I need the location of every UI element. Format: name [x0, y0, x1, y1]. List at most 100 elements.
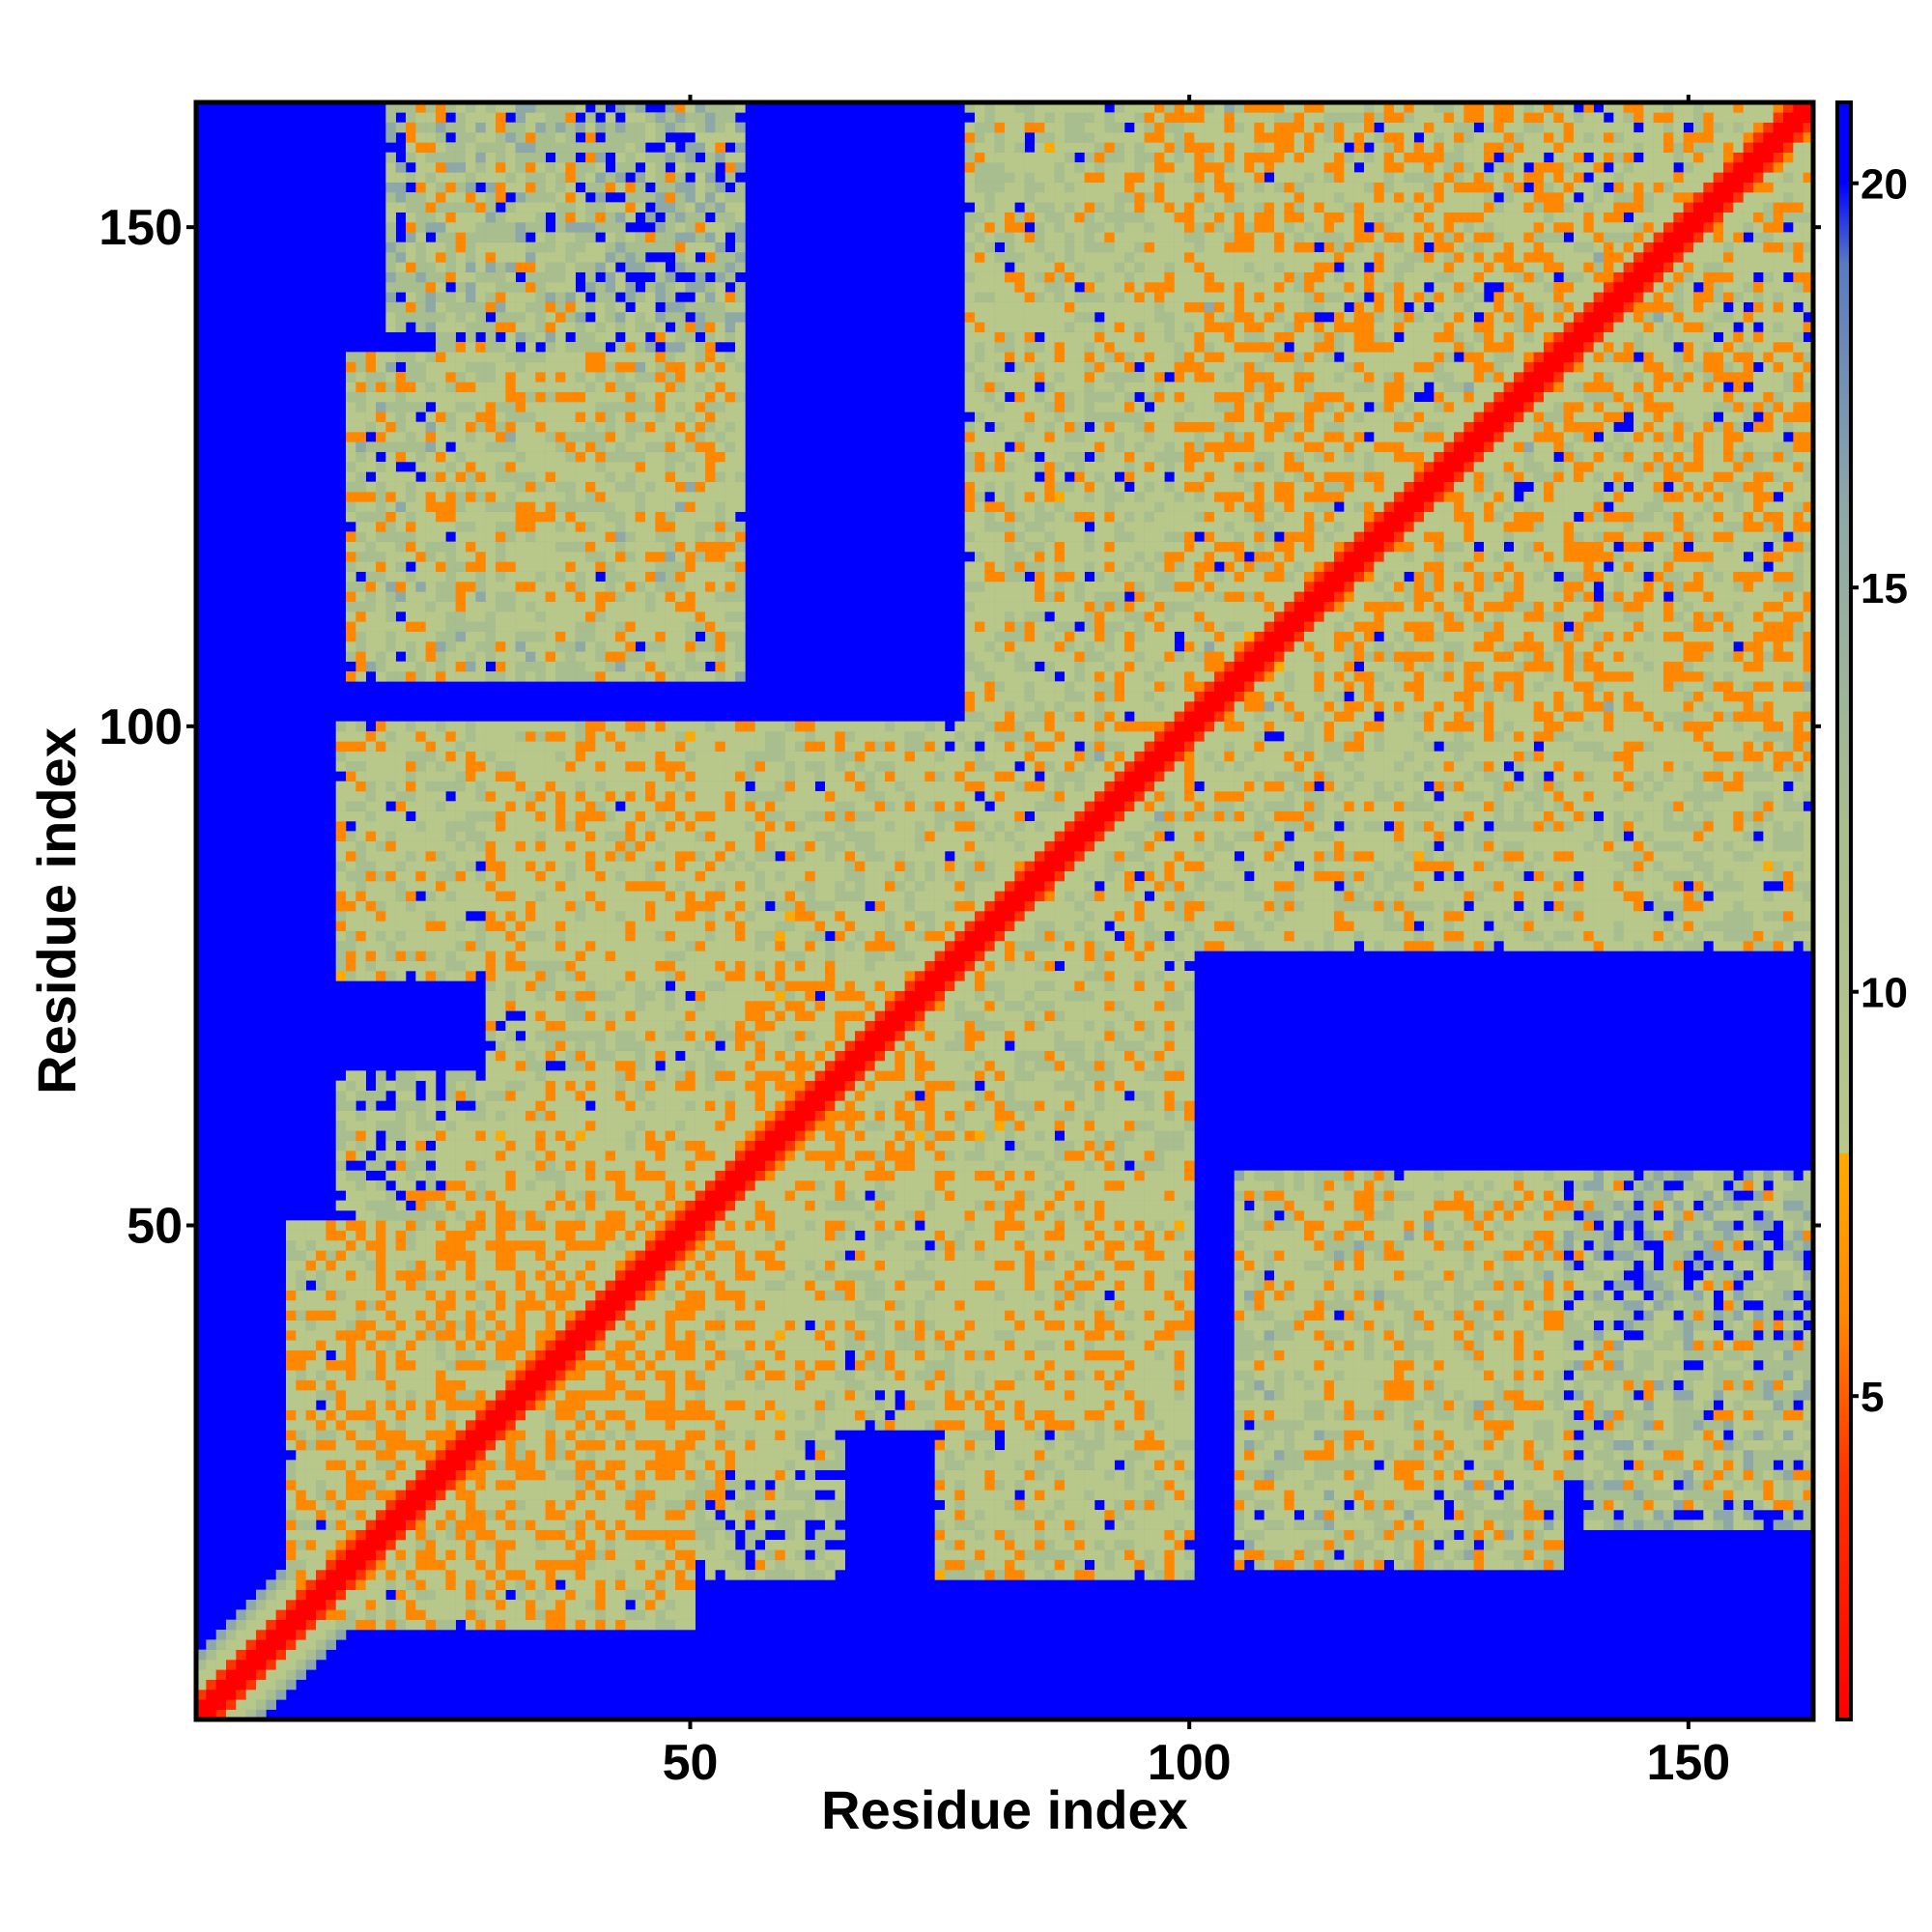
heatmap-cell: [406, 1280, 416, 1291]
heatmap-cell: [545, 960, 556, 972]
heatmap-cell: [296, 1250, 306, 1261]
heatmap-cell: [575, 571, 586, 582]
heatmap-cell: [635, 1320, 646, 1331]
heatmap-cell: [415, 1549, 426, 1560]
heatmap-cell: [645, 361, 656, 373]
heatmap-cell: [346, 761, 356, 772]
heatmap-cell: [376, 1320, 386, 1331]
heatmap-cell: [455, 941, 467, 952]
heatmap-cell: [505, 292, 516, 302]
heatmap-cell: [675, 1210, 686, 1221]
heatmap-cell: [625, 1020, 636, 1032]
heatmap-cell: [335, 1570, 347, 1580]
heatmap-cell: [326, 1230, 336, 1241]
heatmap-cell: [365, 1360, 377, 1371]
heatmap-cell: [316, 1549, 327, 1560]
heatmap-cell: [415, 1409, 426, 1421]
heatmap-cell: [365, 1210, 377, 1221]
heatmap-cell: [615, 1559, 626, 1571]
heatmap-cell: [575, 1619, 586, 1631]
heatmap-cell: [625, 1439, 636, 1451]
heatmap-cell: [605, 941, 616, 952]
heatmap-cell: [595, 192, 606, 203]
heatmap-cell: [675, 1490, 686, 1500]
heatmap-cell: [665, 641, 676, 652]
heatmap-cell: [605, 1280, 616, 1291]
heatmap-cell: [555, 312, 566, 323]
heatmap-cell: [355, 951, 366, 961]
heatmap-cell: [425, 212, 437, 223]
heatmap-cell: [615, 391, 626, 403]
heatmap-cell: [505, 282, 516, 293]
heatmap-cell: [455, 1609, 467, 1620]
heatmap-cell: [496, 611, 506, 622]
heatmap-cell: [385, 861, 396, 871]
heatmap-cell: [545, 1360, 556, 1371]
heatmap-cell: [355, 552, 366, 562]
heatmap-cell: [526, 142, 536, 153]
heatmap-cell: [515, 451, 526, 463]
heatmap-cell: [535, 611, 546, 622]
heatmap-cell: [365, 1619, 377, 1631]
heatmap-cell: [475, 1190, 486, 1201]
heatmap-cell: [445, 462, 456, 472]
heatmap-cell: [535, 870, 546, 882]
heatmap-cell: [545, 1210, 556, 1221]
heatmap-cell: [585, 1409, 596, 1421]
heatmap-cell: [595, 651, 606, 662]
heatmap-cell: [466, 292, 476, 302]
heatmap-cell: [485, 821, 497, 832]
heatmap-cell: [625, 282, 636, 293]
heatmap-cell: [436, 1151, 446, 1161]
heatmap-cell: [466, 1499, 476, 1511]
heatmap-cell: [406, 252, 416, 263]
heatmap-cell: [625, 1270, 636, 1281]
heatmap-cell: [496, 881, 506, 892]
heatmap-cell: [675, 930, 686, 942]
heatmap-cell: [625, 242, 636, 253]
heatmap-cell: [385, 821, 396, 832]
heatmap-cell: [605, 1340, 616, 1350]
heatmap-cell: [296, 1400, 306, 1410]
heatmap-cell: [655, 462, 666, 472]
heatmap-cell: [305, 1360, 317, 1371]
heatmap-cell: [555, 1260, 566, 1271]
heatmap-cell: [665, 1290, 676, 1301]
heatmap-cell: [575, 331, 586, 343]
heatmap-cell: [266, 1609, 276, 1620]
heatmap-cell: [625, 541, 636, 553]
heatmap-cell: [475, 1140, 486, 1151]
heatmap-cell: [665, 631, 676, 642]
heatmap-cell: [406, 1340, 416, 1350]
heatmap-cell: [445, 1350, 456, 1361]
heatmap-cell: [466, 402, 476, 412]
heatmap-cell: [645, 1390, 656, 1401]
heatmap-cell: [395, 282, 407, 293]
heatmap-cell: [665, 552, 676, 562]
heatmap-cell: [585, 391, 596, 403]
heatmap-cell: [425, 1549, 437, 1560]
heatmap-cell: [355, 1240, 366, 1251]
heatmap-cell: [585, 122, 596, 133]
heatmap-cell: [555, 1549, 566, 1560]
heatmap-cell: [625, 102, 636, 113]
heatmap-cell: [305, 1649, 317, 1661]
heatmap-cell: [436, 1140, 446, 1151]
heatmap-cell: [455, 301, 467, 313]
heatmap-cell: [605, 1020, 616, 1032]
heatmap-cell: [595, 1121, 606, 1131]
heatmap-cell: [335, 1460, 347, 1470]
heatmap-cell: [196, 1660, 207, 1670]
heatmap-cell: [355, 791, 366, 802]
heatmap-cell: [595, 152, 606, 163]
heatmap-cell: [385, 641, 396, 652]
heatmap-cell: [496, 511, 506, 523]
heatmap-cell: [445, 840, 456, 852]
heatmap-cell: [445, 242, 456, 253]
heatmap-cell: [466, 222, 476, 233]
heatmap-cell: [425, 1510, 437, 1520]
heatmap-cell: [385, 501, 396, 512]
heatmap-cell: [515, 1240, 526, 1251]
heatmap-cell: [406, 312, 416, 323]
heatmap-cell: [415, 671, 426, 682]
